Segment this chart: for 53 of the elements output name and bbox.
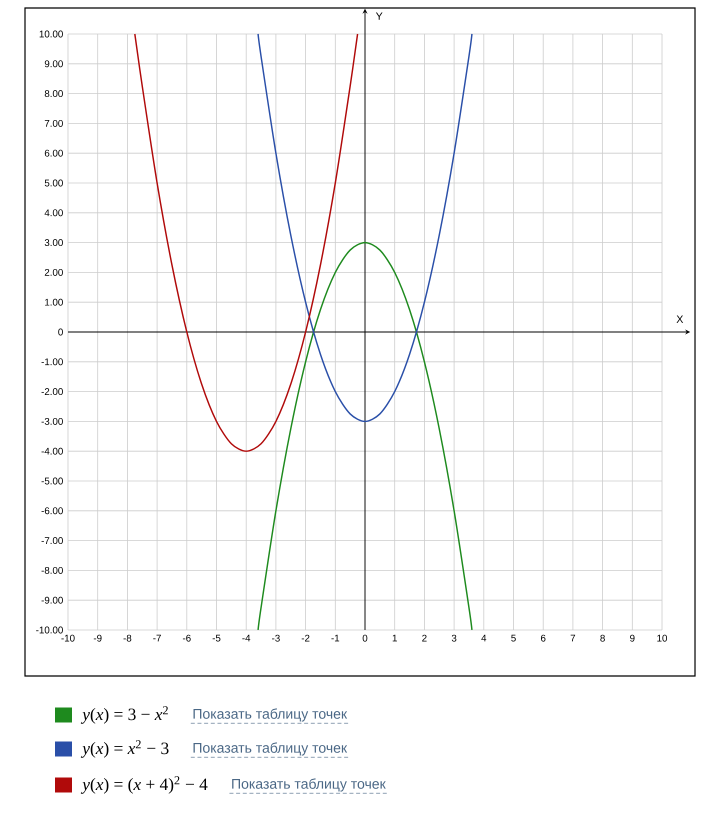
y-tick-label: -9.00: [42, 596, 63, 604]
x-tick-label: 1: [392, 634, 397, 642]
y-tick-label: 1.00: [45, 298, 63, 306]
x-tick-label: -8: [124, 634, 132, 642]
y-tick-label: -7.00: [42, 537, 63, 544]
x-tick-label: 4: [481, 634, 486, 642]
y-tick-label: 8.00: [44, 90, 63, 98]
y-tick-label: 6.00: [44, 150, 63, 157]
x-tick-label: 3: [452, 634, 456, 642]
x-tick-label: -3: [272, 634, 280, 642]
y-tick-label: 2.00: [44, 268, 63, 276]
legend-label: y(x) = x$^{2}$ − 3: [80, 740, 169, 758]
line-series: [134, 33, 358, 452]
y-tick-label: 10.00: [40, 30, 63, 38]
x-tick-label: 5: [511, 634, 516, 642]
y-tick-label: -6.00: [42, 507, 63, 514]
x-tick-label: 6: [541, 634, 546, 642]
x-tick-label: 8: [600, 634, 605, 642]
x-tick-label: -6: [182, 634, 191, 642]
x-axis-title: X: [676, 315, 684, 323]
x-tick-label: -4: [242, 634, 250, 642]
y-tick-label: 0: [58, 328, 63, 336]
y-tick-label: 7.00: [44, 120, 63, 127]
x-tick-label: -2: [302, 634, 310, 642]
y-tick-label: -1.00: [42, 358, 63, 366]
x-tick-label: -5: [212, 634, 220, 642]
y-tick-label: -4.00: [42, 448, 63, 455]
x-tick-label: 0: [362, 634, 368, 642]
y-tick-label: 4.00: [44, 209, 63, 216]
x-tick-label: -7: [153, 634, 161, 642]
y-tick-label: -5.00: [42, 478, 63, 484]
text: Показать таблицу точек: [232, 778, 386, 792]
y-tick-label: 9.00: [44, 60, 63, 68]
y-tick-label: -2.00: [42, 388, 63, 396]
x-tick-label: 2: [422, 634, 427, 642]
y-tick-label: -8.00: [42, 566, 63, 574]
y-axis-title: Y: [376, 12, 383, 20]
x-tick-label: 9: [630, 634, 635, 642]
y-tick-label: 3.00: [44, 239, 63, 246]
x-tick-label: -10: [61, 634, 75, 642]
x-tick-label: 10: [657, 634, 668, 642]
legend-label: y(x) = 3 − x$^{2}$: [80, 706, 168, 724]
line-series: [257, 242, 473, 631]
y-tick-label: -3.00: [42, 418, 63, 425]
text: Показать таблицу точек: [194, 742, 348, 756]
y-tick-label: -10.00: [36, 626, 63, 634]
x-tick-label: 7: [570, 634, 576, 642]
line-series: [257, 33, 473, 422]
x-tick-label: -1: [331, 634, 340, 642]
y-tick-label: 5.00: [44, 180, 63, 186]
text: Показать таблицу точек: [194, 708, 348, 722]
legend-label: y(x) = (x + 4)$^{2}$ − 4: [80, 776, 208, 794]
x-tick-label: -9: [94, 634, 102, 642]
